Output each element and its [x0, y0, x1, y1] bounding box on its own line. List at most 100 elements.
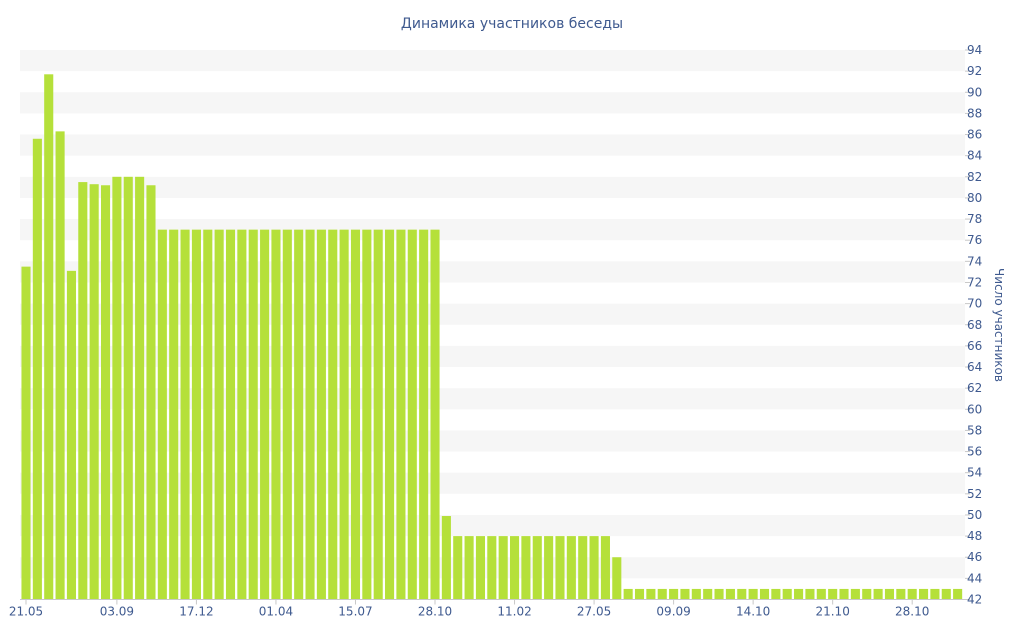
bar: [953, 588, 963, 600]
bar: [328, 229, 338, 600]
bar: [339, 229, 349, 600]
bar: [873, 588, 883, 600]
y-tick-label: 70: [967, 297, 982, 311]
y-tick-label: 54: [967, 466, 982, 480]
bar: [725, 588, 735, 600]
y-tick-label: 86: [967, 128, 982, 142]
bar: [453, 536, 463, 600]
bar: [180, 229, 190, 600]
bar: [385, 229, 395, 600]
bar: [521, 536, 531, 600]
bar: [430, 229, 440, 600]
x-tick-label: 21.05: [9, 605, 43, 619]
bar: [646, 588, 656, 600]
x-tick-label: 14.10: [736, 605, 770, 619]
bar: [896, 588, 906, 600]
bar: [612, 557, 622, 600]
y-tick-label: 44: [967, 571, 982, 585]
x-tick-label: 01.04: [259, 605, 293, 619]
bar: [930, 588, 940, 600]
bar: [623, 588, 633, 600]
bar: [839, 588, 849, 600]
grid-band: [20, 92, 965, 114]
y-tick-label: 52: [967, 487, 982, 501]
bar: [225, 229, 236, 600]
bar: [487, 536, 497, 600]
bar: [759, 588, 770, 600]
bars: [21, 74, 963, 600]
bar: [248, 229, 258, 600]
x-tick-label: 15.07: [338, 605, 372, 619]
y-tick-label: 90: [967, 85, 982, 99]
chart-title: Динамика участников беседы: [401, 16, 623, 32]
bar: [816, 588, 826, 600]
bar: [407, 229, 417, 600]
bar: [21, 266, 31, 600]
bar: [771, 588, 781, 600]
bar: [316, 229, 326, 600]
bar: [112, 176, 122, 600]
y-tick-label: 60: [967, 402, 982, 416]
grid-band: [20, 50, 965, 72]
bar: [362, 229, 372, 600]
bar: [282, 229, 292, 600]
bar: [919, 588, 929, 600]
bar: [305, 229, 315, 600]
y-tick-label: 82: [967, 170, 982, 184]
bar: [794, 588, 804, 600]
y-tick-label: 46: [967, 550, 982, 564]
y-tick-label: 56: [967, 445, 982, 459]
bar: [941, 588, 951, 600]
y-tick-label: 76: [967, 233, 982, 247]
bar: [66, 270, 76, 600]
bar: [669, 588, 679, 600]
bar: [737, 588, 747, 600]
bar: [589, 536, 599, 600]
x-tick-label: 28.10: [418, 605, 452, 619]
bar: [203, 229, 213, 600]
bar: [657, 588, 667, 600]
bar: [634, 588, 645, 600]
bar: [373, 229, 383, 600]
y-tick-label: 62: [967, 381, 982, 395]
y-tick-label: 72: [967, 275, 982, 289]
y-tick-label: 42: [967, 593, 982, 607]
x-tick-label: 21.10: [815, 605, 849, 619]
bar: [782, 588, 792, 600]
bar: [714, 588, 724, 600]
y-tick-label: 80: [967, 191, 982, 205]
x-tick-label: 11.02: [497, 605, 531, 619]
bar: [237, 229, 247, 600]
bar: [691, 588, 701, 600]
y-tick-label: 64: [967, 360, 982, 374]
x-tick-label: 09.09: [656, 605, 690, 619]
y-tick-label: 92: [967, 64, 982, 78]
bar: [214, 229, 224, 600]
bar: [441, 516, 451, 600]
y-tick-label: 66: [967, 339, 982, 353]
grid-band: [20, 176, 965, 198]
bar: [600, 536, 610, 600]
y-tick-label: 88: [967, 106, 982, 120]
bar: [498, 536, 508, 600]
bar: [135, 176, 145, 600]
x-tick-label: 27.05: [577, 605, 611, 619]
bar: [566, 536, 576, 600]
bar: [544, 536, 554, 600]
grid-band: [20, 134, 965, 156]
bar: [396, 229, 406, 600]
bar: [123, 176, 133, 600]
bar: [100, 185, 111, 600]
bar: [169, 229, 179, 600]
bar: [748, 588, 758, 600]
bar: [680, 588, 690, 600]
bar: [805, 588, 815, 600]
bar: [191, 229, 201, 600]
bar: [884, 588, 895, 600]
y-tick-label: 84: [967, 149, 982, 163]
bar: [157, 229, 167, 600]
bar: [555, 536, 565, 600]
y-axis-ticks: 42 44 46 48 50 52 54 56 58 60 62 64 66 68 70 72 74 76 78 80…: [965, 43, 982, 607]
bar: [350, 229, 361, 600]
